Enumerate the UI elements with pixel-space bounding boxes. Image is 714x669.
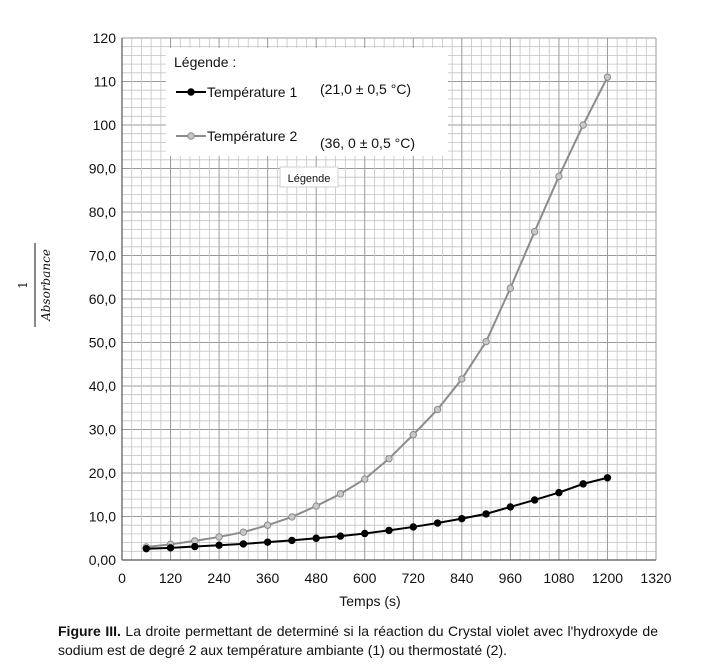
data-point-series-1 (361, 529, 369, 538)
series-line-2 (146, 76, 609, 548)
data-point-series-2 (361, 475, 369, 483)
figure-caption: Figure III. La droite permettant de dete… (58, 622, 658, 660)
y-tick-label: 80,0 (89, 204, 116, 220)
data-point-series-1 (239, 540, 248, 548)
data-point-series-2 (263, 521, 272, 529)
legend-series-note-2: (36, 0 ± 0,5 °C) (320, 135, 415, 151)
data-point-series-2 (312, 502, 320, 510)
x-tick-label: 960 (499, 570, 523, 586)
data-point-series-1 (433, 519, 442, 527)
floating-legend-text: Légende (288, 173, 331, 185)
data-point-series-2 (603, 73, 612, 81)
legend-series-note-1: (21,0 ± 0,5 °C) (320, 81, 411, 97)
data-point-series-2 (530, 227, 539, 236)
data-point-series-2 (579, 121, 587, 129)
x-tick-label: 0 (118, 570, 126, 586)
data-point-series-1 (579, 480, 587, 488)
y-axis-title-numerator: 1 (16, 281, 30, 289)
data-point-series-1 (409, 523, 417, 531)
y-tick-label: 100 (93, 117, 117, 133)
x-tick-label: 720 (402, 570, 426, 586)
data-point-series-1 (263, 538, 272, 546)
y-tick-label: 60,0 (89, 291, 116, 307)
data-point-series-1 (312, 534, 320, 542)
data-point-series-2 (409, 431, 417, 439)
data-point-series-2 (239, 528, 248, 536)
data-point-series-1 (215, 541, 223, 549)
data-point-series-2 (433, 405, 442, 414)
x-tick-label: 1080 (543, 570, 574, 586)
data-point-series-1 (385, 526, 393, 535)
data-point-series-1 (166, 544, 175, 552)
x-axis-title: Temps (s) (339, 593, 400, 609)
legend-swatch-marker-2 (187, 132, 195, 140)
y-tick-label: 30,0 (89, 422, 116, 438)
data-point-series-1 (288, 536, 296, 545)
data-point-series-1 (142, 544, 150, 553)
data-point-series-2 (482, 337, 490, 346)
axis-tick-labels: 0 120 240 360 480 600 720 840 960 1080 1200 1320 0,0… (89, 30, 672, 586)
x-tick-label: 360 (256, 570, 280, 586)
series-line-1 (146, 476, 608, 550)
x-tick-label: 480 (305, 570, 329, 586)
data-point-series-1 (603, 474, 612, 482)
data-point-series-2 (336, 490, 345, 498)
legend: Légende : Température 1 (21,0 ± 0,5 °C) … (166, 48, 448, 156)
x-tick-label: 120 (159, 570, 183, 586)
x-tick-label: 600 (353, 570, 377, 586)
data-point-series-2 (555, 172, 563, 181)
data-point-series-2 (385, 454, 393, 463)
y-axis-title-denominator: Absorbance (39, 249, 53, 322)
data-point-series-1 (191, 542, 199, 551)
series-lines (146, 76, 609, 550)
data-point-series-1 (506, 503, 515, 511)
data-point-series-2 (506, 284, 515, 292)
y-tick-label: 120 (93, 30, 117, 46)
legend-title: Légende : (174, 54, 236, 70)
data-point-series-2 (215, 533, 223, 541)
y-tick-label: 50,0 (89, 335, 116, 351)
data-point-series-1 (482, 510, 490, 518)
floating-legend-label[interactable]: Légende (279, 166, 339, 188)
x-tick-label: 1320 (640, 570, 671, 586)
y-tick-label: 70,0 (89, 248, 116, 264)
y-tick-label: 40,0 (89, 378, 116, 394)
y-tick-label: 0,00 (89, 552, 116, 568)
y-tick-label: 10,0 (89, 509, 116, 525)
series-points (142, 73, 612, 553)
data-point-series-1 (530, 496, 539, 504)
data-point-series-1 (336, 532, 345, 540)
y-tick-label: 90,0 (89, 161, 116, 177)
data-point-series-1 (458, 514, 466, 523)
x-tick-label: 240 (207, 570, 231, 586)
legend-series-label-2: Température 2 (207, 128, 297, 144)
legend-swatch-marker-1 (187, 88, 195, 96)
y-axis-title: 1 Absorbance (16, 243, 53, 327)
floating-legend-box (279, 166, 339, 188)
data-point-series-2 (288, 513, 296, 521)
data-point-series-1 (555, 488, 563, 497)
data-point-series-2 (458, 375, 466, 383)
x-tick-label: 1200 (592, 570, 623, 586)
figure-caption-text: La droite permettant de determiné si la … (58, 623, 658, 658)
legend-series-label-1: Température 1 (207, 84, 297, 100)
legend-background (166, 48, 448, 156)
y-tick-label: 110 (94, 74, 117, 90)
figure-caption-label: Figure III. (58, 623, 121, 639)
x-tick-label: 840 (450, 570, 474, 586)
y-tick-label: 20,0 (89, 465, 116, 481)
